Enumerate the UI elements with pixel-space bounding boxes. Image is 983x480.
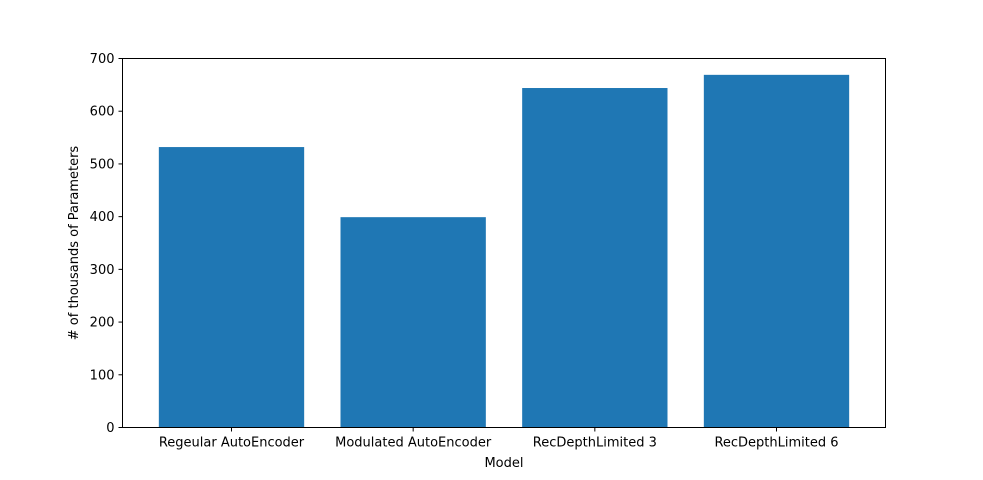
x-tick-label-1: Modulated AutoEncoder [335, 436, 492, 451]
bar-1 [340, 217, 486, 428]
y-tick-label-3: 300 [90, 263, 115, 278]
x-tick-label-3: RecDepthLimited 6 [714, 436, 838, 451]
x-axis-label: Model [484, 456, 523, 471]
y-tick-label-2: 200 [90, 316, 115, 331]
bar-0 [158, 147, 305, 428]
y-tick-label-1: 100 [90, 368, 115, 383]
bar-2 [522, 88, 668, 428]
y-tick-label-0: 0 [106, 421, 114, 436]
y-tick-label-7: 700 [90, 52, 115, 67]
bars-group [158, 74, 850, 428]
y-axis-ticks: 0 100 200 300 400 500 600 700 [90, 52, 123, 436]
plot-frame [122, 58, 886, 428]
x-tick-label-2: RecDepthLimited 3 [533, 436, 657, 451]
bar-3 [703, 74, 850, 428]
y-tick-label-4: 400 [90, 210, 115, 225]
y-axis-label: # of thousands of Parameters [67, 146, 82, 341]
y-tick-label-5: 500 [90, 157, 115, 172]
y-tick-label-6: 600 [90, 105, 115, 120]
x-axis-ticks: Regeular AutoEncoder Modulated AutoEncode… [159, 427, 839, 451]
x-tick-label-0: Regeular AutoEncoder [159, 436, 305, 451]
